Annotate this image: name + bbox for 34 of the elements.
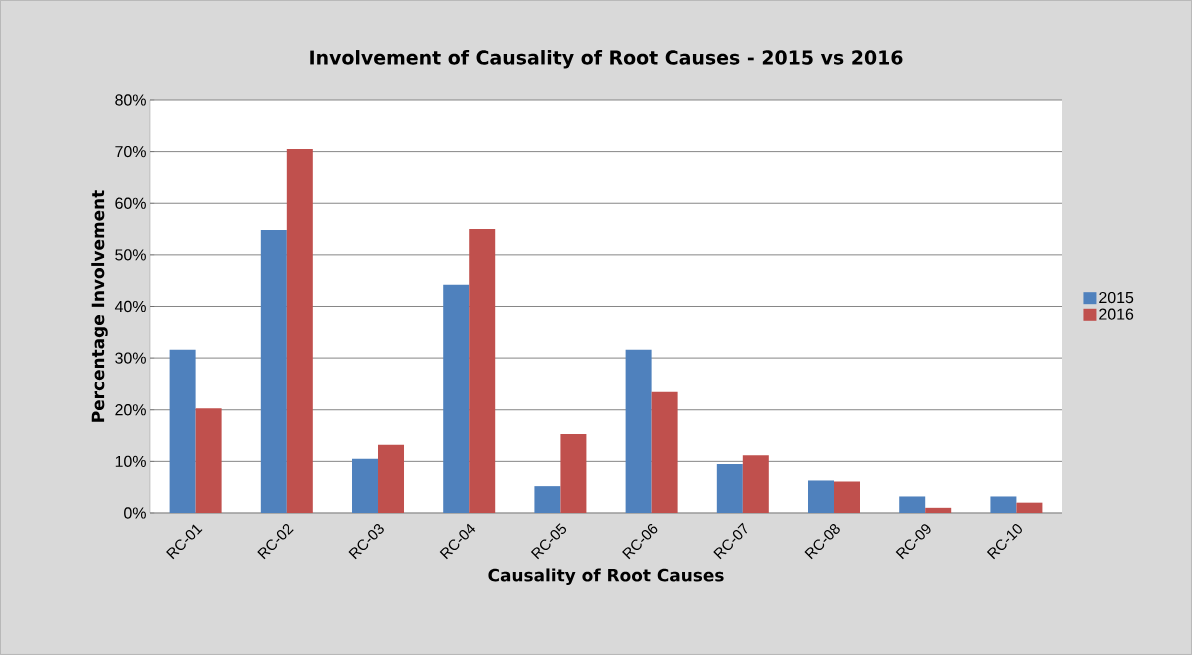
y-tick-label: 50% [115, 249, 146, 261]
bar [742, 455, 769, 513]
y-tick-label: 0% [124, 507, 146, 519]
bar [1016, 502, 1043, 513]
bar [899, 496, 926, 513]
bar [651, 391, 678, 513]
chart-title: Involvement of Causality of Root Causes - 2015 vs 2016 [310, 50, 903, 69]
y-tick-label: 20% [115, 404, 146, 416]
legend-label: 2015 [1099, 291, 1134, 304]
bar [990, 496, 1017, 513]
bar [378, 444, 405, 513]
bar [195, 408, 222, 513]
bar [443, 284, 470, 513]
bar [925, 507, 952, 513]
y-tick-label: 70% [115, 145, 146, 158]
bar [560, 434, 587, 513]
bar [260, 230, 287, 513]
bar [169, 349, 196, 513]
y-tick-label: 10% [115, 455, 146, 467]
bar [808, 480, 835, 513]
bar [834, 481, 861, 513]
bar [534, 486, 561, 513]
y-tick-label: 40% [114, 300, 146, 313]
bar [625, 349, 652, 513]
x-axis-title: Causality of Root Causes [488, 568, 724, 585]
legend-label: 2016 [1099, 308, 1134, 320]
bar [286, 149, 313, 513]
y-tick-label: 60% [115, 197, 146, 209]
bar [469, 229, 496, 513]
bar [716, 463, 743, 513]
y-tick-label: 80% [115, 94, 146, 106]
bar [352, 458, 379, 513]
y-tick-label: 30% [115, 352, 146, 364]
y-axis-title: Percentage Involvement [91, 190, 108, 422]
